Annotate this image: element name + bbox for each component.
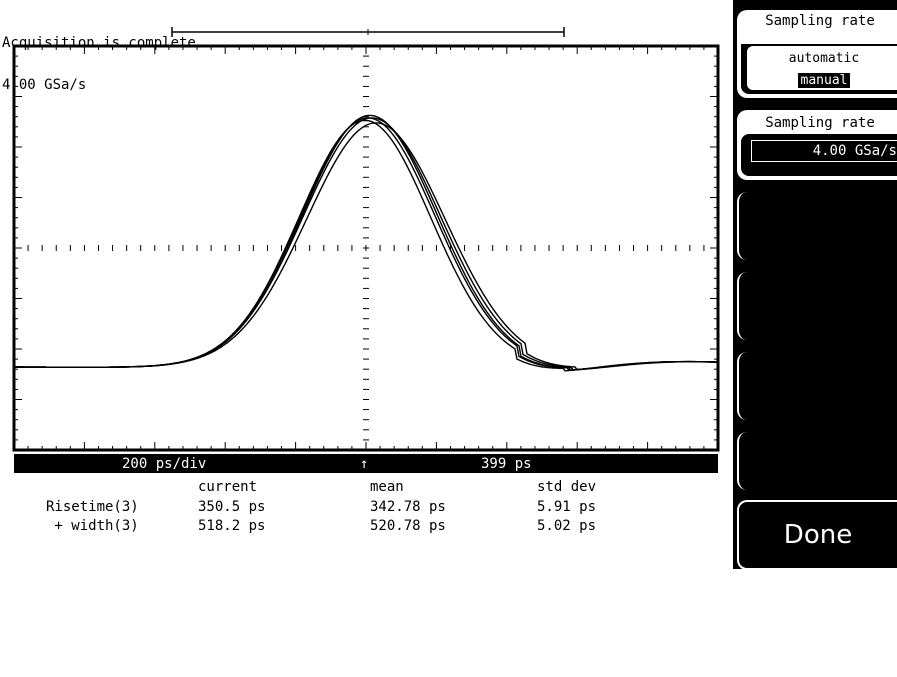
- row-current: 350.5 ps: [198, 499, 266, 515]
- header-mean: mean: [370, 479, 404, 495]
- sampling-rate-field[interactable]: 4.00 GSa/s: [751, 140, 897, 162]
- softkey-panel: Sampling rate Mode automatic manual Samp…: [733, 0, 897, 570]
- waveform-trace: [15, 117, 718, 371]
- sample-rate-readout: 4.00 GSa/s: [2, 77, 87, 93]
- time-per-div: 200 ps/div: [122, 456, 207, 472]
- done-button[interactable]: Done: [737, 500, 897, 570]
- sampling-rate-softkey[interactable]: Sampling rate 4.00 GSa/s: [737, 110, 897, 180]
- row-current: 518.2 ps: [198, 518, 266, 534]
- record-length-bar: [171, 27, 565, 37]
- softkey-body: 4.00 GSa/s: [741, 134, 897, 176]
- mode-label: Mode: [741, 30, 897, 44]
- softkey-title: Sampling rate: [739, 14, 897, 28]
- row-label: + width(3): [46, 518, 139, 534]
- mode-options: automatic manual: [747, 46, 897, 90]
- softkey-blank-4[interactable]: [737, 272, 897, 340]
- row-label: Risetime(3): [46, 499, 139, 515]
- softkey-blank-6[interactable]: [737, 432, 897, 490]
- row-mean: 342.78 ps: [370, 499, 446, 515]
- softkey-blank-5[interactable]: [737, 352, 897, 420]
- timebase-bar: 200 ps/div ↑ 399 ps: [14, 454, 718, 473]
- waveform-display[interactable]: [0, 41, 730, 454]
- softkey-blank-3[interactable]: [737, 192, 897, 260]
- sampling-mode-softkey[interactable]: Sampling rate Mode automatic manual: [737, 10, 897, 98]
- mode-option-manual[interactable]: manual: [797, 73, 851, 88]
- waveform-trace: [15, 114, 718, 371]
- waveform-traces: [15, 114, 718, 372]
- trigger-position-icon: ↑: [360, 456, 369, 472]
- graticule-ticks: [14, 46, 718, 450]
- delay-readout: 399 ps: [481, 456, 532, 472]
- softkey-body: Mode automatic manual: [741, 30, 897, 94]
- header-std: std dev: [537, 479, 597, 495]
- header-current: current: [198, 479, 258, 495]
- row-std: 5.91 ps: [537, 499, 597, 515]
- row-mean: 520.78 ps: [370, 518, 446, 534]
- measurement-table: current mean std dev Risetime(3) 350.5 p…: [0, 480, 730, 570]
- waveform-trace: [15, 117, 718, 371]
- softkey-title: Sampling rate: [739, 116, 897, 130]
- mode-option-automatic[interactable]: automatic: [788, 51, 860, 66]
- row-std: 5.02 ps: [537, 518, 597, 534]
